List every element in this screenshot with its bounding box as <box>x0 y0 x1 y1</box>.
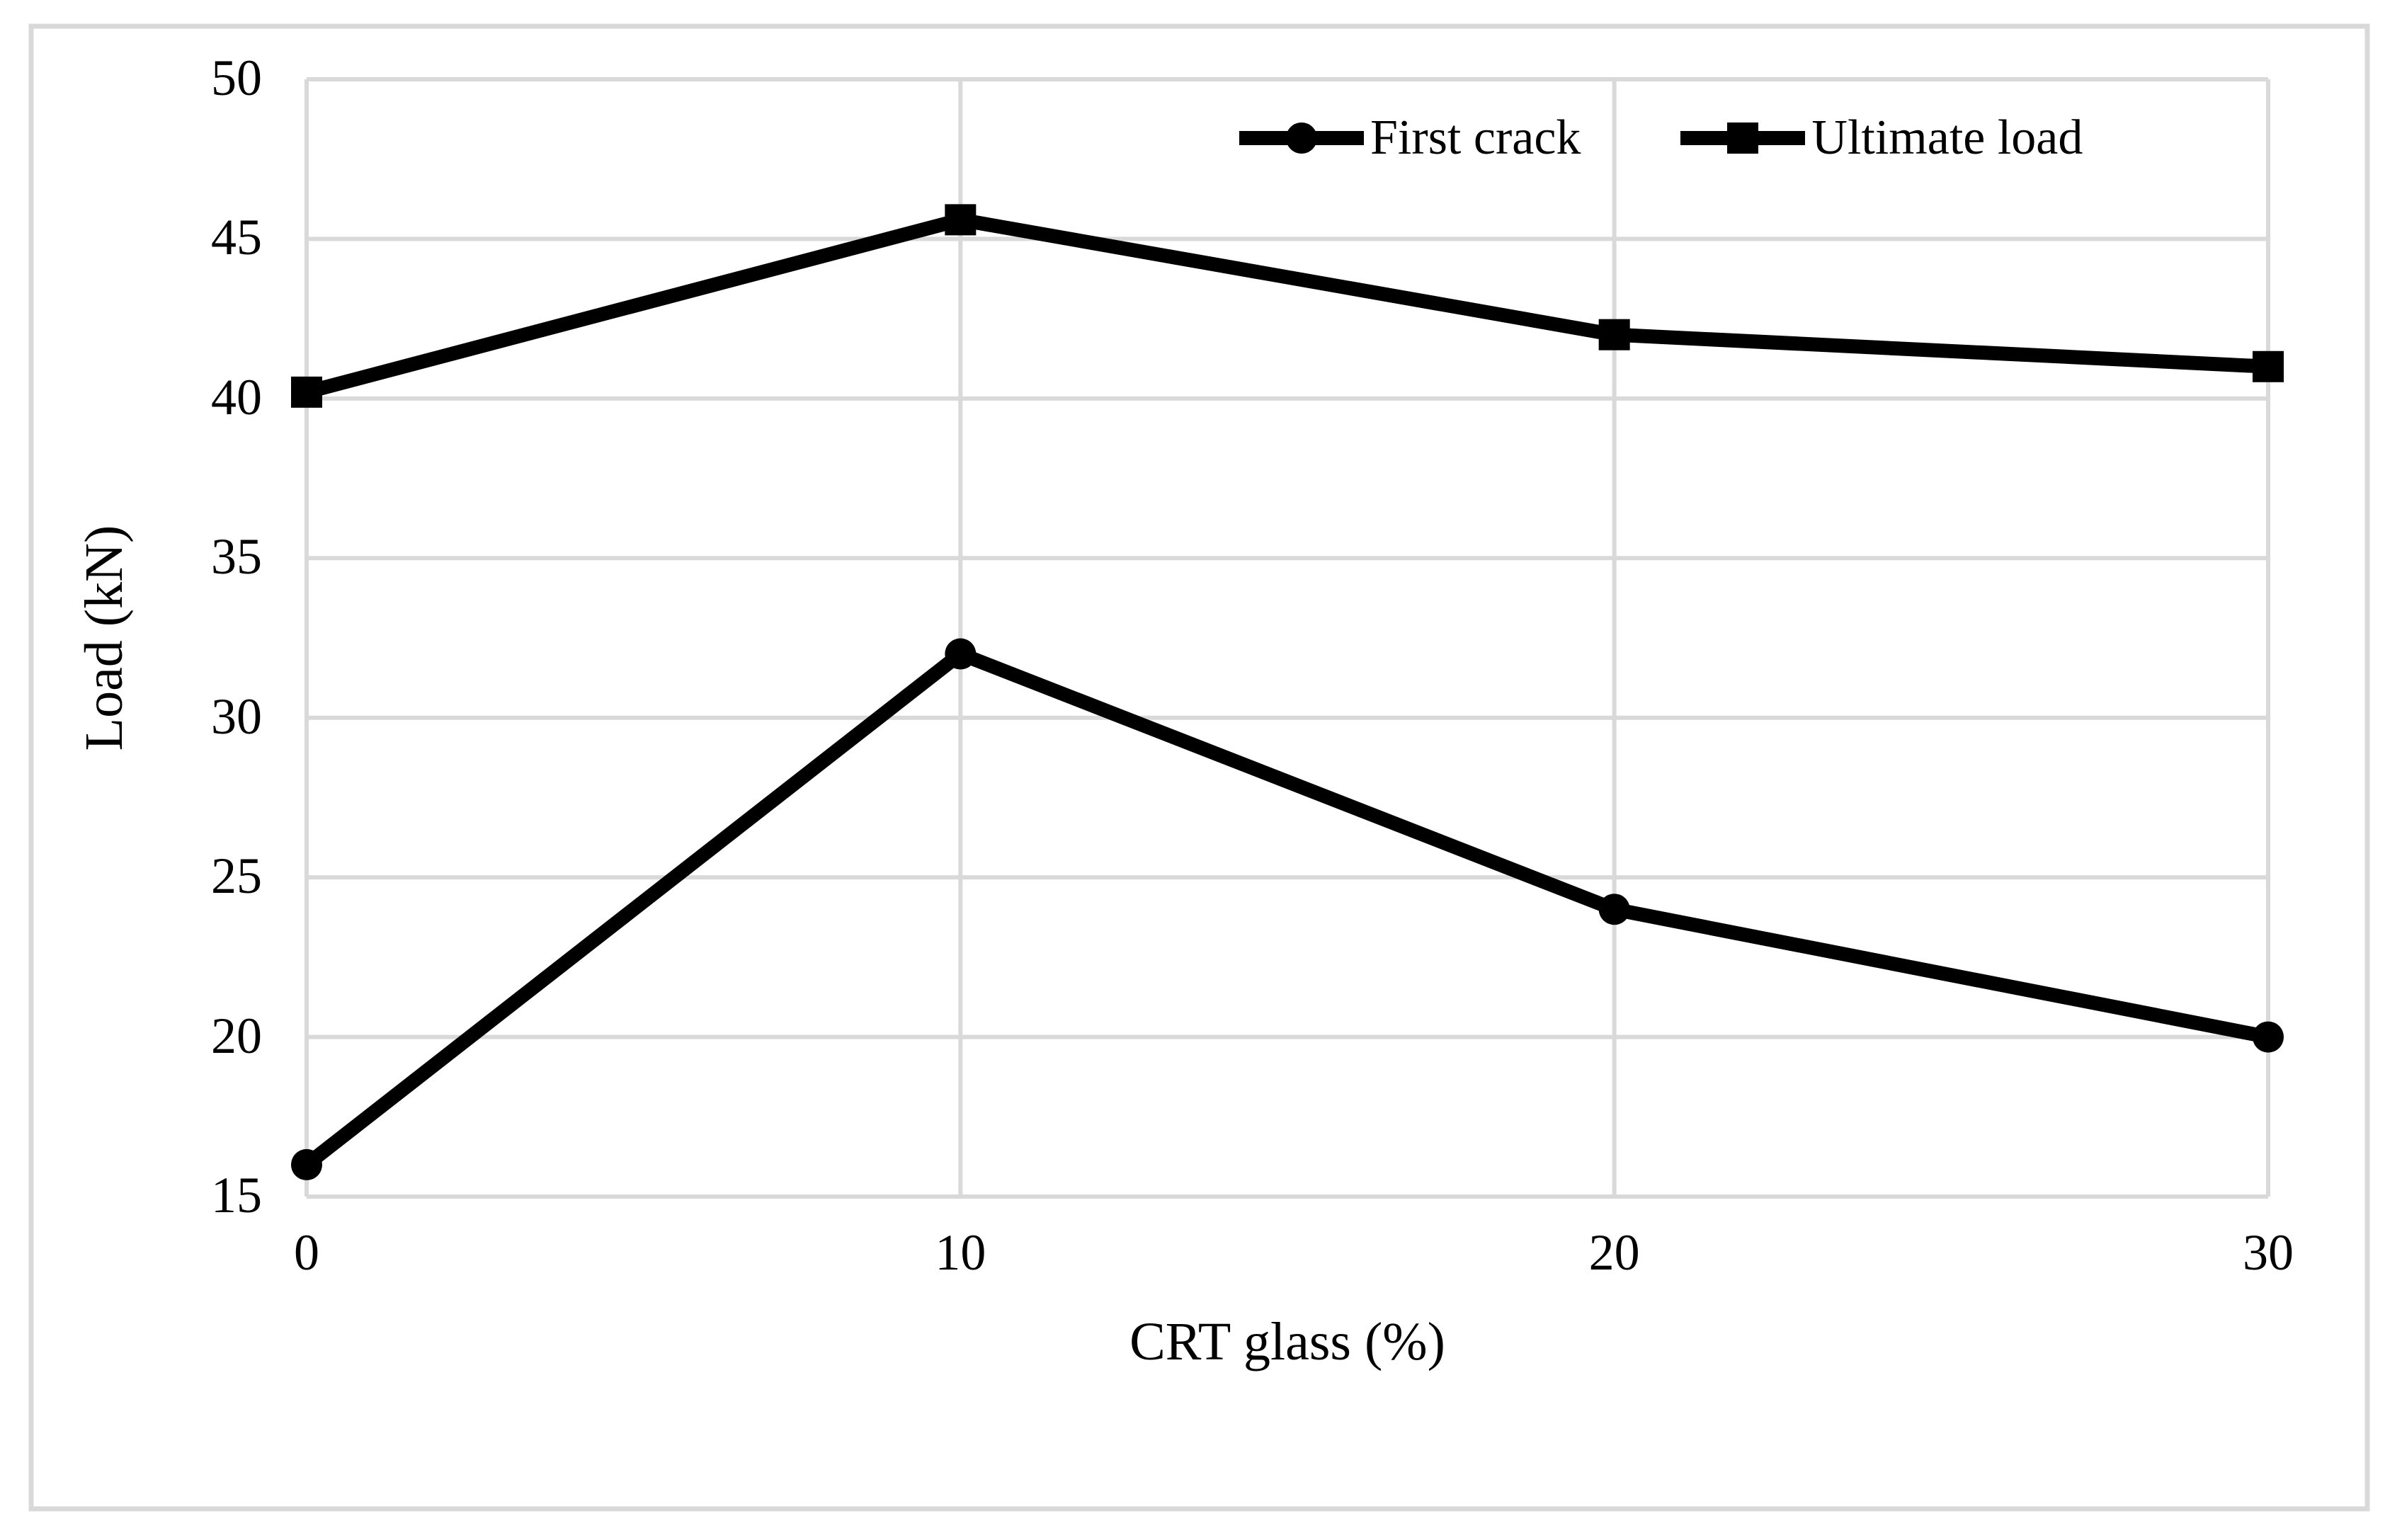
series-line-ultimate-load <box>304 212 2269 399</box>
y-axis-title: Load (kN) <box>74 525 134 751</box>
data-point-circle <box>2253 1021 2284 1053</box>
chart-area-border <box>28 23 2370 1512</box>
series-line-first-crack <box>302 646 2270 1170</box>
line-square-marker-icon <box>1680 122 1806 154</box>
x-axis-title: CRT glass (%) <box>1129 1312 1445 1371</box>
x-tick-label: 30 <box>2243 1224 2294 1281</box>
legend: First crack Ultimate load <box>1239 106 2083 170</box>
y-tick-label: 20 <box>211 1007 262 1064</box>
y-tick-label: 15 <box>211 1166 262 1224</box>
x-tick-label: 0 <box>294 1224 319 1281</box>
data-point-square <box>2253 350 2284 382</box>
y-tick-label: 40 <box>211 368 262 426</box>
y-tick-label: 35 <box>211 528 262 586</box>
data-point-circle <box>1598 894 1630 925</box>
data-point-square <box>945 204 977 236</box>
x-tick-label: 10 <box>935 1224 986 1281</box>
y-tick-label: 50 <box>211 49 262 106</box>
x-tick-label: 20 <box>1588 1224 1640 1281</box>
legend-label-ultimate-load: Ultimate load <box>1811 110 2083 165</box>
legend-label-first-crack: First crack <box>1370 110 1581 165</box>
data-point-circle <box>945 638 977 670</box>
legend-item-ultimate-load: Ultimate load <box>1680 110 2083 166</box>
y-tick-label: 30 <box>211 688 262 745</box>
data-point-square <box>291 376 322 408</box>
y-tick-label: 45 <box>211 209 262 266</box>
data-point-circle <box>291 1148 322 1180</box>
y-tick-label: 25 <box>211 847 262 904</box>
data-point-square <box>1598 319 1630 350</box>
line-circle-marker-icon <box>1239 122 1364 154</box>
legend-item-first-crack: First crack <box>1239 110 1581 166</box>
